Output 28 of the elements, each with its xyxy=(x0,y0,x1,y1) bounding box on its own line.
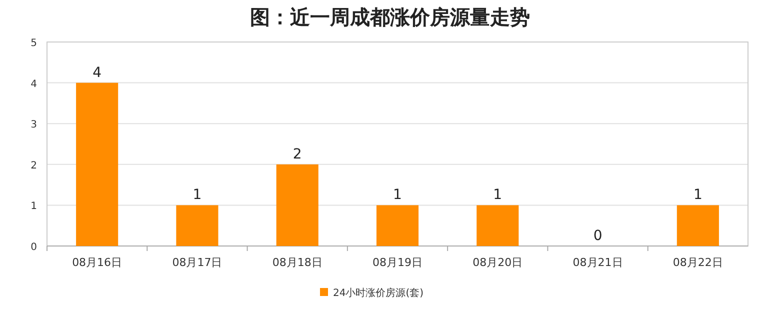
legend-label: 24小时涨价房源(套) xyxy=(333,287,424,299)
x-tick-label: 08月19日 xyxy=(372,256,422,269)
bar xyxy=(376,205,419,246)
data-label: 1 xyxy=(192,187,202,204)
bar xyxy=(176,205,218,246)
y-tick-label: 3 xyxy=(30,120,37,131)
y-tick-label: 1 xyxy=(30,201,37,212)
x-tick-label: 08月20日 xyxy=(472,256,523,269)
bar xyxy=(276,164,318,246)
bar xyxy=(676,205,719,246)
y-tick-label: 4 xyxy=(30,78,37,90)
data-label: 4 xyxy=(92,64,102,81)
data-label: 1 xyxy=(693,187,702,204)
chart-title: 图：近一周成都涨价房源量走势 xyxy=(250,5,530,29)
data-label: 0 xyxy=(593,228,602,244)
bar xyxy=(476,205,519,246)
x-tick-label: 08月17日 xyxy=(172,256,222,269)
data-label: 2 xyxy=(292,146,302,162)
x-tick-label: 08月22日 xyxy=(672,256,723,269)
bar xyxy=(76,82,118,246)
y-tick-label: 2 xyxy=(30,160,37,172)
x-tick-label: 08月21日 xyxy=(572,256,623,269)
y-tick-label: 5 xyxy=(30,38,37,49)
x-tick-label: 08月16日 xyxy=(72,256,122,269)
data-label: 1 xyxy=(393,187,402,204)
y-tick-label: 0 xyxy=(30,242,37,253)
data-label: 1 xyxy=(493,187,502,204)
x-tick-label: 08月18日 xyxy=(272,256,322,269)
